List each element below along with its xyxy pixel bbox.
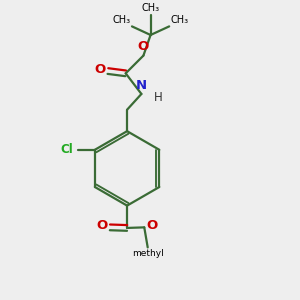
- Text: O: O: [146, 219, 157, 232]
- Text: Cl: Cl: [61, 143, 74, 156]
- Text: O: O: [96, 219, 108, 232]
- Text: H: H: [154, 91, 163, 104]
- Text: CH₃: CH₃: [112, 15, 130, 25]
- Text: O: O: [138, 40, 149, 53]
- Text: CH₃: CH₃: [171, 15, 189, 25]
- Text: O: O: [94, 63, 106, 76]
- Text: methyl: methyl: [132, 249, 164, 258]
- Text: CH₃: CH₃: [142, 3, 160, 13]
- Text: N: N: [136, 79, 147, 92]
